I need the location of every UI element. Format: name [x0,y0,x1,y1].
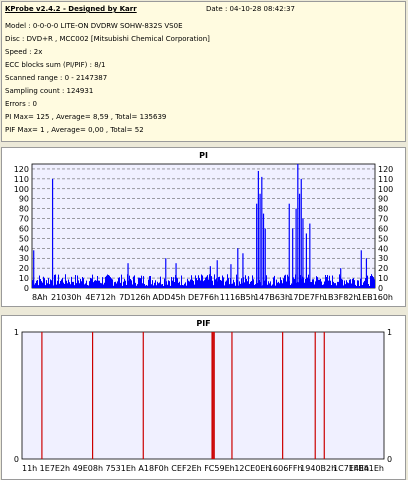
pi-xtick: 21030h [51,293,82,302]
pi-xtick: DE7F6h [188,293,219,302]
pi-ytick-left: 60 [19,224,29,233]
pif-plot-area [21,331,385,460]
pif-chart-panel: PIF 0 0 1 1 11h 1E7E2h 49E08h 7531Eh A18F0h CEF2E… [1,315,406,480]
pif-ytick-right: 0 [387,455,392,464]
pif-xtick: 1940B2h [300,464,336,473]
pi-stats-line: PI Max= 125 , Average= 8,59 , Total= 135… [5,113,167,121]
pi-ytick-left: 80 [19,205,29,214]
pif-xtick: 49E08h [73,464,103,473]
pif-xtick: 7531Eh [105,464,135,473]
pi-xtick: 147B63h [254,293,290,302]
pif-stats-line: PIF Max= 1 , Average= 0,00 , Total= 52 [5,126,144,134]
pi-xtick: 1116B5h [220,293,256,302]
pi-ytick-right: 50 [378,234,388,243]
pif-xtick: A18F0h [138,464,168,473]
speed-line: Speed : 2x [5,48,43,56]
disc-info-panel: KProbe v2.4.2 - Designed by Karr Date : … [1,1,406,142]
pif-xtick: 1C7E4Eh [333,464,369,473]
pi-plot-area [31,163,376,289]
pi-chart-panel: PI 0 0 10 10 20 20 30 30 40 40 50 50 60 60 70 70 80 80 90 9… [1,147,406,307]
app-title: KProbe v2.4.2 - Designed by Karr [5,5,137,13]
pi-ytick-left: 120 [14,165,29,174]
pi-ytick-left: 30 [19,254,29,263]
pi-xtick: 1B3F82h [323,293,359,302]
pi-ytick-right: 70 [378,215,388,224]
pif-xtick: 12CE0Eh [234,464,270,473]
pi-ytick-left: 90 [19,195,29,204]
pi-xtick: 7D126h [119,293,151,302]
pif-xtick: FC59Eh [204,464,235,473]
pif-xtick: 1606FFh [268,464,303,473]
pi-ytick-right: 120 [378,165,393,174]
pi-ytick-left: 20 [19,264,29,273]
errors-line: Errors : 0 [5,100,37,108]
pi-ytick-left: 40 [19,244,29,253]
pi-xtick: ADD45h [153,293,186,302]
pif-xtick: 1E7E2h [40,464,70,473]
pi-ytick-right: 30 [378,254,388,263]
sampling-line: Sampling count : 124931 [5,87,94,95]
ecc-line: ECC blocks sum (PI/PIF) : 8/1 [5,61,106,69]
pif-ytick-left: 1 [14,328,19,337]
pi-ytick-left: 50 [19,234,29,243]
scan-date: Date : 04-10-28 08:42:37 [206,5,295,13]
pif-xtick: 11h [22,464,37,473]
pi-ytick-right: 0 [378,284,383,293]
range-line: Scanned range : 0 - 2147387 [5,74,108,82]
pif-ytick-left: 0 [14,455,19,464]
disc-line: Disc : DVD+R , MCC002 [Mitsubishi Chemic… [5,35,210,43]
pif-xtick: CEF2Eh [171,464,201,473]
pi-ytick-left: 70 [19,215,29,224]
model-line: Model : 0-0-0-0 LITE-ON DVDRW SOHW-832S … [5,22,183,30]
pi-ytick-right: 10 [378,274,388,283]
pi-ytick-right: 20 [378,264,388,273]
pi-ytick-right: 80 [378,205,388,214]
pi-xtick: 4E712h [85,293,115,302]
pif-chart: 0 0 1 1 11h 1E7E2h 49E08h 7531Eh A18F0h CEF2Eh FC5… [14,328,392,473]
pif-xtick: 1FB41Eh [349,464,384,473]
pif-ytick-right: 1 [387,328,392,337]
pi-ytick-left: 100 [14,185,29,194]
pi-ytick-right: 100 [378,185,393,194]
pi-xtick: 17DE7Fh [288,293,324,302]
pi-ytick-left: 0 [24,284,29,293]
pi-ytick-right: 110 [378,175,393,184]
pi-chart-title: PI [199,151,208,160]
pi-xtick: 8Ah [32,293,48,302]
pi-ytick-left: 10 [19,274,29,283]
pi-xtick: 1EB160h [357,293,393,302]
pi-ytick-right: 90 [378,195,388,204]
pi-ytick-right: 40 [378,244,388,253]
pi-ytick-right: 60 [378,224,388,233]
pi-ytick-left: 110 [14,175,29,184]
pif-chart-title: PIF [196,319,211,328]
